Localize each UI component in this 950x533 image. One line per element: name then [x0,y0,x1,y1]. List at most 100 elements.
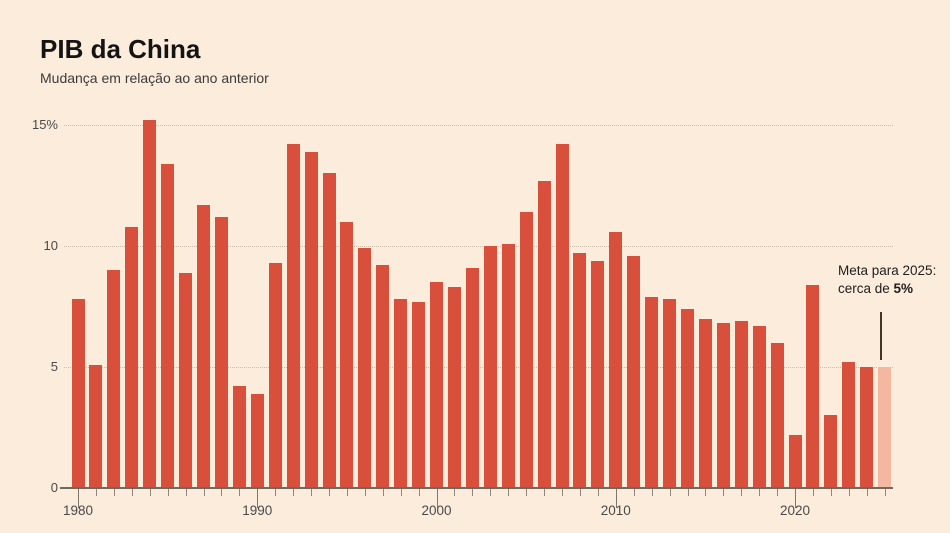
minor-tick-1984 [149,489,151,496]
bar-1992 [286,144,300,488]
bar-2000 [430,282,443,488]
bar-2010 [609,231,623,488]
y-axis-label-5: 5 [50,359,58,374]
bar-2025-target-highlight [878,367,892,488]
x-axis-label-2000: 2000 [421,503,452,518]
minor-tick-2023 [848,489,850,496]
major-tick-2020 [795,489,796,508]
bar-2018 [752,325,766,488]
bar-1990 [250,393,264,488]
bar-1983 [125,226,139,488]
minor-tick-1994 [329,489,330,496]
bar-2004 [501,243,515,488]
minor-tick-2006 [544,489,545,496]
bar-2009 [591,260,605,488]
target-annotation-line1: Meta para 2025: [838,263,937,278]
minor-tick-2003 [490,489,492,496]
bar-1981 [89,364,103,488]
minor-tick-2002 [472,489,474,496]
target-annotation-value: 5% [893,281,914,296]
minor-tick-1987 [203,489,205,496]
bar-2011 [627,255,641,488]
bar-2015 [698,318,712,488]
minor-tick-1993 [311,489,312,496]
x-axis-label-1980: 1980 [62,503,94,518]
minor-tick-1995 [346,489,348,496]
chart-title: PIB da China [40,34,201,64]
bar-1993 [304,151,318,488]
y-axis-label-10: 10 [43,238,58,253]
bar-1996 [358,248,372,488]
bar-1997 [376,265,390,488]
minor-tick-2019 [777,489,779,496]
minor-tick-2018 [759,489,761,496]
gridline-10 [64,246,893,247]
minor-tick-2015 [705,489,707,496]
x-axis-label-2010: 2010 [600,503,631,518]
minor-tick-2007 [562,489,563,496]
minor-tick-1991 [275,489,277,496]
bar-1998 [394,299,408,488]
minor-tick-1988 [221,489,223,496]
minor-tick-1989 [239,489,241,496]
bar-1985 [161,163,175,488]
bar-2005 [519,212,533,488]
bar-2013 [663,299,676,488]
major-tick-1980 [78,489,79,508]
minor-tick-1982 [113,489,115,496]
target-annotation-line2-prefix: cerca de [838,281,894,296]
bar-2012 [645,296,659,488]
bar-1984 [143,120,157,488]
bar-2016 [716,323,730,488]
minor-tick-2004 [508,489,510,496]
bar-2017 [734,321,748,488]
bar-2003 [483,246,497,488]
bar-2023 [842,362,856,488]
target-annotation: Meta para 2025: cerca de 5% [838,262,936,298]
minor-tick-1981 [95,489,97,496]
bar-1986 [179,272,193,488]
minor-tick-1997 [382,489,384,496]
y-axis-label-0: 0 [50,480,58,495]
bar-2006 [537,180,551,488]
bar-1980 [71,299,85,488]
minor-tick-2024 [866,489,868,496]
minor-tick-1992 [293,489,295,496]
minor-tick-2012 [651,489,653,496]
major-tick-2010 [615,489,617,508]
minor-tick-2014 [687,489,689,496]
bar-2024 [860,367,874,488]
annotation-leader-line [880,312,882,360]
minor-tick-2016 [723,489,725,496]
bar-1988 [214,217,228,488]
x-axis-label-2020: 2020 [779,503,811,518]
bar-2014 [681,308,694,488]
minor-tick-2008 [579,489,581,496]
bar-2019 [770,342,784,488]
x-axis-baseline [60,487,893,489]
minor-tick-1986 [185,489,187,496]
minor-tick-2025 [884,489,886,496]
minor-tick-2013 [669,489,671,496]
bar-1994 [322,173,336,488]
minor-tick-2011 [633,489,635,496]
bar-1991 [268,262,282,488]
minor-tick-1985 [167,489,169,496]
x-axis-label-1990: 1990 [242,503,273,518]
bar-1989 [232,386,246,488]
bar-2022 [824,415,838,488]
minor-tick-2001 [454,489,456,496]
minor-tick-1998 [400,489,402,496]
chart-subtitle: Mudança em relação ao ano anterior [40,70,269,86]
minor-tick-2021 [812,489,814,496]
minor-tick-2005 [526,489,528,496]
major-tick-2000 [436,489,438,508]
bar-1987 [197,204,210,488]
bar-2008 [573,253,587,488]
bar-2020 [788,434,802,488]
bar-2021 [806,284,820,488]
minor-tick-2009 [597,489,599,496]
bar-1999 [412,301,426,488]
minor-tick-1983 [131,489,133,496]
